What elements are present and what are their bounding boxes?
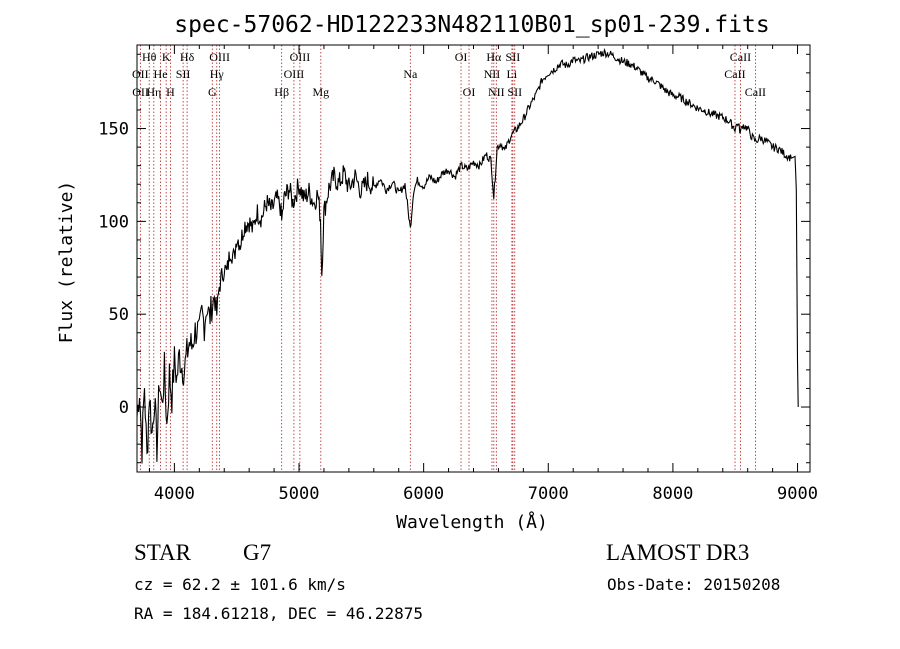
redshift-value: cz = 62.2 ± 101.6 km/s bbox=[134, 575, 346, 594]
y-axis-label: Flux (relative) bbox=[56, 181, 77, 344]
line-label: Hη bbox=[146, 85, 161, 99]
line-label: OIII bbox=[284, 67, 305, 81]
spectral-subclass: G7 bbox=[243, 540, 272, 565]
line-label: CaII bbox=[730, 50, 751, 64]
obs-date: Obs-Date: 20150208 bbox=[607, 575, 781, 594]
line-label: Mg bbox=[312, 85, 329, 99]
x-tick-label: 6000 bbox=[403, 484, 444, 504]
y-tick-label: 150 bbox=[98, 120, 129, 140]
line-label: NII bbox=[488, 85, 505, 99]
line-label: CaII bbox=[745, 85, 766, 99]
line-label: Hγ bbox=[210, 67, 225, 81]
line-label: SII bbox=[507, 85, 522, 99]
line-label: OIII bbox=[209, 50, 230, 64]
line-label: Hβ bbox=[274, 85, 289, 99]
x-tick-label: 5000 bbox=[279, 484, 320, 504]
line-label: G bbox=[208, 85, 217, 99]
line-label: OI bbox=[463, 85, 476, 99]
axis-ticks: 4000 5000 6000 7000 8000 9000 0 50 100 150 bbox=[98, 45, 818, 504]
x-tick-label: 4000 bbox=[154, 484, 195, 504]
line-label: SII bbox=[506, 50, 521, 64]
line-label: CaII bbox=[724, 67, 745, 81]
x-tick-label: 7000 bbox=[528, 484, 569, 504]
x-axis-label: Wavelength (Å) bbox=[396, 511, 548, 533]
line-label: Hθ bbox=[142, 50, 157, 64]
line-label: OI bbox=[455, 50, 468, 64]
y-tick-label: 100 bbox=[98, 212, 129, 232]
line-label: SII bbox=[176, 67, 191, 81]
object-type: STAR bbox=[134, 540, 191, 565]
spectrum-line bbox=[136, 47, 799, 464]
x-tick-label: 8000 bbox=[652, 484, 693, 504]
line-labels: Hθ K Hδ OIII OIII OI Hα SII CaII OII He SII Hγ OIII Na… bbox=[132, 50, 766, 99]
coordinates: RA = 184.61218, DEC = 46.22875 bbox=[134, 604, 423, 623]
line-label: K bbox=[162, 50, 171, 64]
x-tick-label: 9000 bbox=[777, 484, 818, 504]
chart-title: spec-57062-HD122233N482110B01_sp01-239.f… bbox=[174, 12, 769, 38]
line-label: He bbox=[154, 67, 168, 81]
line-label: Na bbox=[403, 67, 418, 81]
line-label: Li bbox=[507, 67, 518, 81]
survey-name: LAMOST DR3 bbox=[606, 540, 750, 565]
y-tick-label: 50 bbox=[109, 305, 129, 325]
line-label: OIII bbox=[290, 50, 311, 64]
y-tick-label: 0 bbox=[119, 398, 129, 418]
line-label: Hδ bbox=[180, 50, 195, 64]
line-label: OII bbox=[132, 85, 149, 99]
line-label: H bbox=[166, 85, 175, 99]
line-label: OII bbox=[132, 67, 149, 81]
line-label: NII bbox=[484, 67, 501, 81]
line-label: Hα bbox=[486, 50, 502, 64]
